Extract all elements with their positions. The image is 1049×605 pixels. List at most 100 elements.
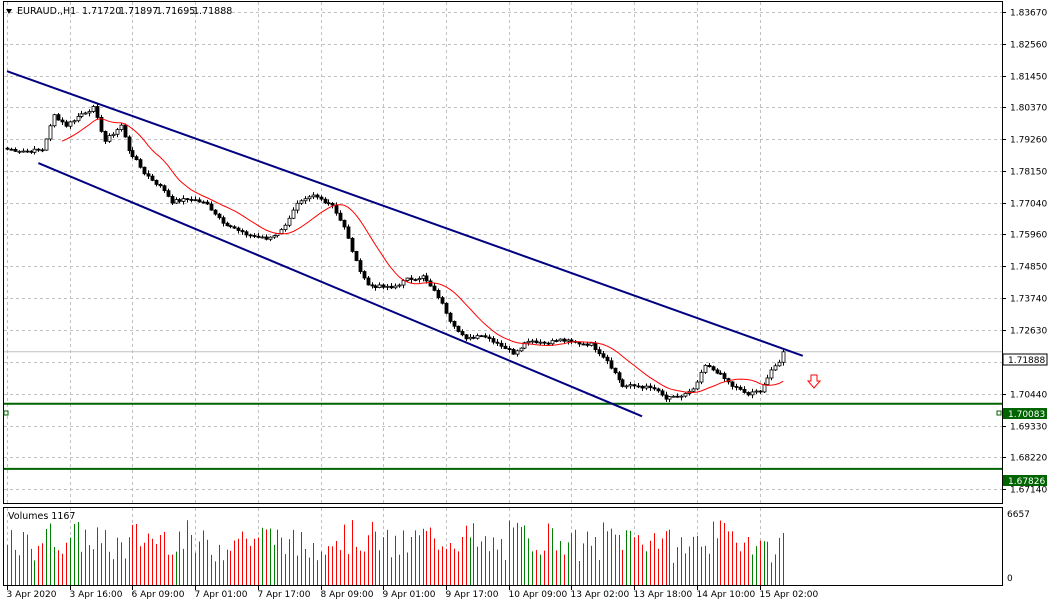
candle-body [123,124,128,138]
support-1-right-handle[interactable] [996,410,1002,416]
candle-body [534,340,539,344]
support-1-tag: 1.70083 [1003,408,1047,420]
candle-body [562,338,567,342]
dropdown-triangle-icon[interactable] [6,9,12,14]
time-axis: 3 Apr 2020 3 Apr 16:00 6 Apr 09:00 7 Apr 01… [7,586,818,600]
candle-body [40,149,45,152]
candle-body [381,284,386,288]
chart-header: EURAUD.,H1 1.71720 1.71897 1.71695 1.718… [6,6,232,17]
candle-body [421,275,426,279]
candle-body [632,384,637,387]
candle-body [522,342,527,349]
candle-body [32,148,37,153]
candle-body [722,373,727,380]
candle-body [601,353,606,358]
candle-body [170,196,175,204]
open-value: 1.71720 [82,6,121,17]
candle-body [424,275,429,282]
candle-body [115,129,120,135]
candle-body [48,125,53,140]
candle-body [691,388,696,392]
candle-body [711,366,716,371]
price-tick-label: 1.69330 [1010,423,1047,433]
price-panel-frame [3,1,1003,504]
candle-body [491,338,496,343]
candle-body [636,385,641,388]
low-value: 1.71695 [156,6,195,17]
support-2-tag: 1.67826 [1003,475,1047,487]
support-1-left-handle[interactable] [3,410,9,416]
candle-body [456,325,461,332]
candle-body [464,334,469,340]
volume-min-label: 0 [1007,574,1013,584]
candle-body [354,251,359,261]
time-tick-label: 3 Apr 2020 [7,590,57,600]
candle-body [72,120,77,123]
candle-body [138,159,143,168]
candle-body [515,350,520,355]
candle-body [134,156,139,161]
candle-body [9,148,14,151]
candle-body [130,150,135,158]
candle-body [479,335,484,338]
trend-channel [6,70,804,418]
candle-body [166,190,171,197]
candle-body [742,388,747,393]
candle-body [56,114,61,121]
candle-body [174,199,179,204]
candle-body [221,217,226,224]
candle-body [311,194,316,198]
candle-body [405,277,410,281]
candle-body [750,391,755,396]
candle-body [452,320,457,327]
candle-body [236,227,241,231]
time-tick-label: 13 Apr 02:00 [571,590,630,600]
price-tick-label: 1.77040 [1010,200,1047,210]
price-tick-label: 1.68220 [1010,454,1047,464]
candle-body [593,342,598,351]
candle-body [769,369,774,379]
price-tick-label: 1.73740 [1010,295,1047,305]
candle-body [5,147,10,150]
candle-body [228,225,233,228]
candle-body [323,198,328,204]
candle-body [413,279,418,281]
candle-body [213,209,218,215]
time-tick-label: 7 Apr 17:00 [258,590,311,600]
candle-body [679,395,684,398]
price-tick-label: 1.79260 [1010,136,1047,146]
candle-body [699,371,704,383]
candle-body [358,260,363,272]
candle-body [189,199,194,201]
candle-body [428,280,433,287]
candle-body [342,219,347,228]
candle-body [248,234,253,237]
candle-body [746,392,751,396]
candle-body [605,356,610,362]
candle-body [95,106,100,118]
candle-body [68,121,73,127]
candle-body [99,117,104,132]
candle-body [475,335,480,339]
candle-body [718,372,723,375]
candle-body [319,196,324,200]
candle-body [370,284,375,287]
candle-body [538,341,543,344]
price-tick-label: 1.78150 [1010,168,1047,178]
candle-body [393,285,398,289]
candle-body [21,150,26,153]
time-tick-label: 6 Apr 09:00 [132,590,185,600]
candle-body [448,312,453,322]
candle-body [613,367,618,374]
candle-body [326,202,331,205]
candle-body [468,336,473,340]
candle-body [730,381,735,387]
candle-body [675,395,680,398]
time-tick-label: 9 Apr 17:00 [446,590,499,600]
candle-body [683,393,688,397]
candle-body [76,116,81,122]
candle-body [664,394,669,400]
candle-body [558,338,563,342]
candle-body [338,212,343,221]
candle-body [334,204,339,214]
